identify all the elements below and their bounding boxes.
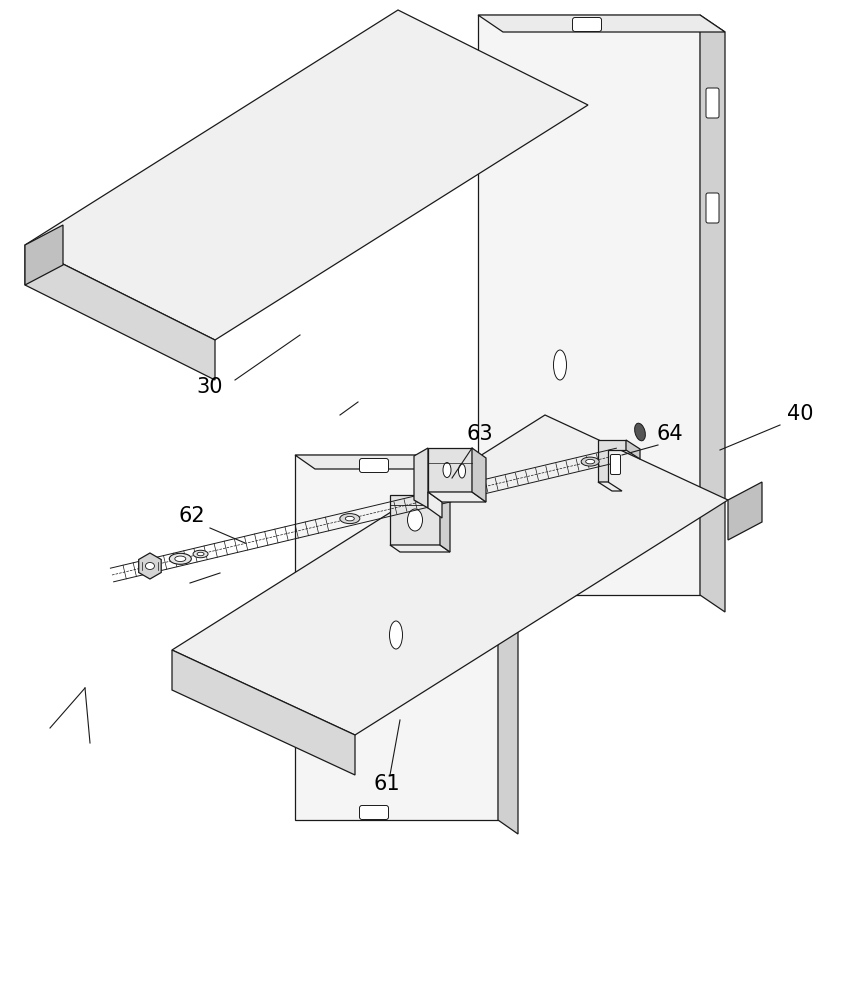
FancyBboxPatch shape xyxy=(572,17,601,31)
Polygon shape xyxy=(138,553,161,579)
Polygon shape xyxy=(428,492,486,502)
Polygon shape xyxy=(598,440,626,482)
Ellipse shape xyxy=(443,462,451,478)
Polygon shape xyxy=(626,440,640,459)
Polygon shape xyxy=(478,15,700,595)
Ellipse shape xyxy=(554,350,566,380)
Ellipse shape xyxy=(346,516,354,521)
Ellipse shape xyxy=(458,464,465,478)
Polygon shape xyxy=(25,10,588,340)
Text: 63: 63 xyxy=(467,424,493,444)
Ellipse shape xyxy=(145,562,155,570)
FancyBboxPatch shape xyxy=(706,88,719,118)
Text: 40: 40 xyxy=(787,404,813,424)
Polygon shape xyxy=(700,15,725,612)
Ellipse shape xyxy=(635,423,645,441)
Polygon shape xyxy=(295,455,498,820)
Text: 30: 30 xyxy=(197,377,223,397)
Text: 64: 64 xyxy=(656,424,683,444)
Text: 62: 62 xyxy=(178,506,205,526)
Ellipse shape xyxy=(340,514,360,524)
Ellipse shape xyxy=(408,509,423,531)
Ellipse shape xyxy=(175,556,186,562)
Polygon shape xyxy=(390,545,450,552)
Polygon shape xyxy=(295,455,518,469)
FancyBboxPatch shape xyxy=(359,806,389,820)
Ellipse shape xyxy=(582,457,599,466)
Polygon shape xyxy=(25,245,215,380)
Polygon shape xyxy=(172,650,355,775)
Polygon shape xyxy=(414,448,428,508)
Ellipse shape xyxy=(586,459,594,464)
Polygon shape xyxy=(390,495,440,545)
FancyBboxPatch shape xyxy=(359,458,389,473)
Polygon shape xyxy=(478,15,725,32)
Polygon shape xyxy=(25,225,63,285)
Polygon shape xyxy=(498,455,518,834)
FancyBboxPatch shape xyxy=(610,454,621,475)
Ellipse shape xyxy=(193,550,208,558)
Polygon shape xyxy=(428,492,442,518)
Ellipse shape xyxy=(197,552,204,556)
FancyBboxPatch shape xyxy=(706,193,719,223)
Polygon shape xyxy=(440,495,450,552)
Polygon shape xyxy=(172,415,728,735)
Polygon shape xyxy=(428,448,472,492)
Polygon shape xyxy=(728,482,762,540)
Polygon shape xyxy=(598,482,622,491)
Text: 61: 61 xyxy=(374,774,401,794)
Ellipse shape xyxy=(169,553,191,564)
Ellipse shape xyxy=(390,621,402,649)
Polygon shape xyxy=(472,448,486,502)
